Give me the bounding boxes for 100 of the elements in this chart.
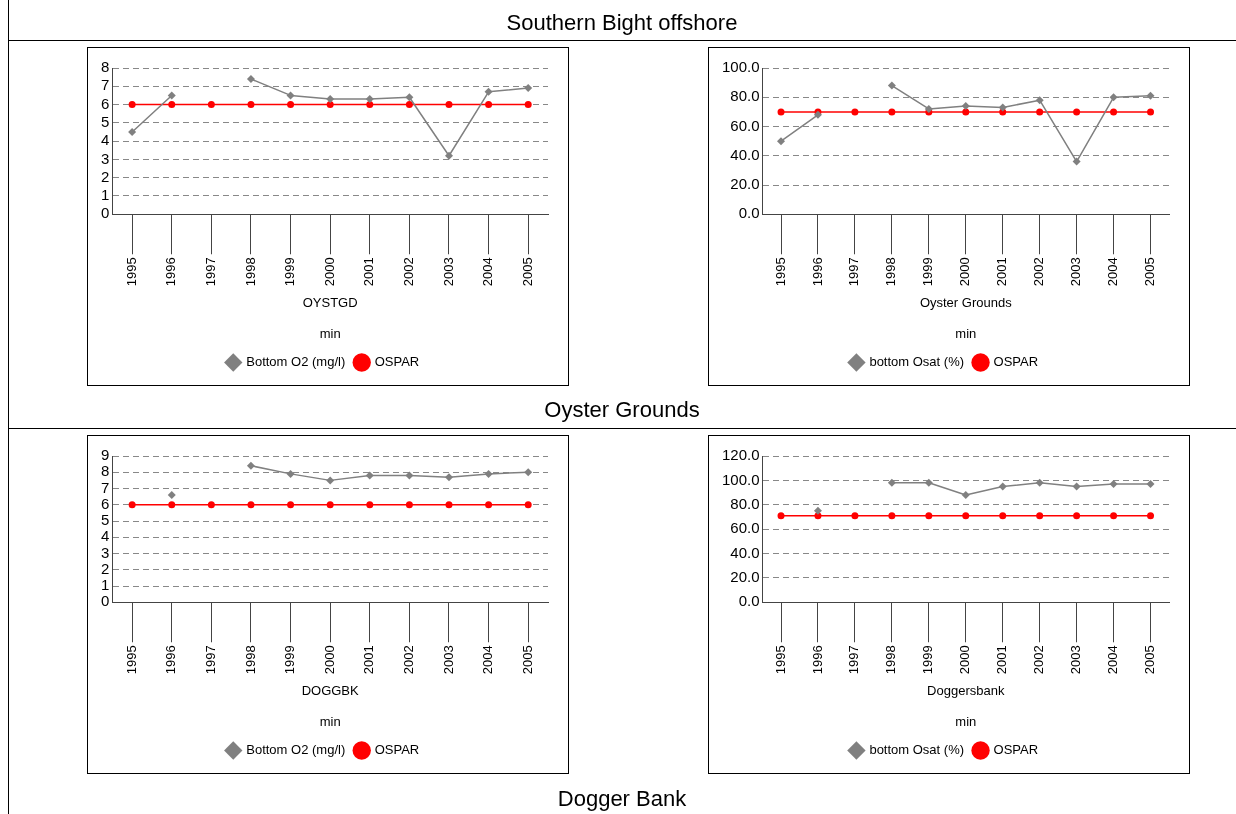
y-tick-label: 6	[101, 494, 110, 512]
point	[286, 91, 295, 100]
point	[405, 101, 413, 109]
y-tick-label: 7	[101, 76, 110, 94]
point	[1035, 478, 1044, 487]
point	[1109, 480, 1118, 489]
point	[444, 151, 453, 160]
y-tick-label: 9	[101, 446, 110, 464]
y-tick-label: 20.0	[730, 175, 760, 193]
x-tick-label: 2001	[361, 645, 377, 675]
point	[1146, 91, 1155, 100]
y-tick-label: 7	[101, 478, 110, 496]
point	[1072, 157, 1081, 166]
y-tick-label: 4	[101, 527, 110, 545]
x-tick-label: 1996	[809, 645, 825, 675]
point	[405, 93, 414, 102]
x-tick-label: 2004	[1105, 645, 1121, 675]
point	[445, 501, 453, 509]
y-tick-label: 0	[101, 204, 110, 222]
y-tick-label: 40.0	[730, 543, 760, 561]
y-tick-label: 100.0	[721, 470, 760, 488]
y-tick-label: 80.0	[730, 87, 760, 105]
point	[888, 108, 896, 116]
y-tick-label: 8	[101, 462, 110, 480]
y-tick-label: 0	[101, 592, 110, 610]
legend-label: OSPAR	[993, 742, 1039, 758]
point	[524, 84, 533, 93]
y-tick-label: 8	[101, 58, 110, 76]
point	[1036, 512, 1044, 520]
y-tick-label: 120.0	[721, 446, 760, 464]
x-tick-label: 1999	[282, 645, 298, 675]
x-tick-label: 1998	[883, 645, 899, 675]
legend-label: OSPAR	[374, 354, 420, 370]
x-tick-label: 2005	[1142, 645, 1158, 675]
x-tick-label: 1995	[123, 257, 139, 287]
point	[168, 501, 176, 509]
text: Oyster Grounds min	[919, 294, 1012, 341]
point	[445, 101, 453, 109]
legend-label: OSPAR	[993, 354, 1039, 370]
point	[246, 461, 255, 470]
x-tick-label: 1995	[772, 257, 788, 287]
legend-label: Bottom O2 (mg/l)	[246, 742, 346, 758]
point	[961, 491, 970, 500]
point	[207, 101, 215, 109]
point	[167, 491, 176, 500]
x-tick-label: 1998	[883, 257, 899, 287]
y-tick-label: 3	[101, 543, 110, 561]
x-tick-label: 1995	[772, 645, 788, 675]
x-tick-label: 1997	[846, 257, 862, 287]
x-tick-label: 2003	[440, 257, 456, 287]
point	[1073, 108, 1081, 116]
y-tick-label: 60.0	[730, 519, 760, 537]
y-tick-label: 2	[101, 167, 110, 185]
point	[484, 87, 493, 96]
point	[925, 512, 933, 520]
point	[246, 74, 255, 83]
point	[998, 103, 1007, 112]
point	[962, 512, 970, 520]
x-tick-label: 2000	[321, 257, 337, 287]
point	[999, 512, 1007, 520]
x-tick-label: 2002	[1031, 257, 1047, 287]
point	[998, 482, 1007, 491]
point	[1146, 480, 1155, 489]
x-tick-label: 2005	[1142, 257, 1158, 287]
point	[1072, 482, 1081, 491]
point	[326, 501, 334, 509]
point	[1035, 96, 1044, 105]
legend-label: bottom Osat (%)	[869, 742, 965, 758]
point	[1073, 512, 1081, 520]
point	[1110, 108, 1118, 116]
legend-label: bottom Osat (%)	[869, 354, 965, 370]
point	[524, 101, 532, 109]
y-tick-label: 5	[101, 113, 110, 130]
point	[128, 101, 136, 109]
y-tick-label: 4	[101, 131, 110, 149]
x-tick-label: 2002	[400, 257, 416, 287]
point	[524, 468, 533, 477]
x-tick-label: 2005	[519, 257, 535, 287]
x-tick-label: 1998	[242, 645, 258, 675]
x-tick-label: 2002	[400, 645, 416, 675]
point	[128, 501, 136, 509]
legend-label: Bottom O2 (mg/l)	[246, 354, 346, 370]
point	[524, 501, 532, 509]
y-tick-label: 3	[101, 149, 110, 167]
point	[286, 469, 295, 478]
point	[1036, 108, 1044, 116]
point	[365, 95, 374, 104]
point	[851, 108, 859, 116]
x-tick-label: 2004	[480, 257, 496, 287]
x-tick-label: 2001	[994, 257, 1010, 287]
x-tick-label: 1996	[163, 645, 179, 675]
point	[887, 478, 896, 487]
point	[247, 101, 255, 109]
legend-label: OSPAR	[374, 742, 420, 758]
point	[851, 512, 859, 520]
point	[924, 478, 933, 487]
point	[128, 128, 137, 136]
y-tick-label: 60.0	[730, 116, 760, 134]
point	[287, 501, 295, 509]
x-tick-label: 1997	[202, 257, 218, 287]
